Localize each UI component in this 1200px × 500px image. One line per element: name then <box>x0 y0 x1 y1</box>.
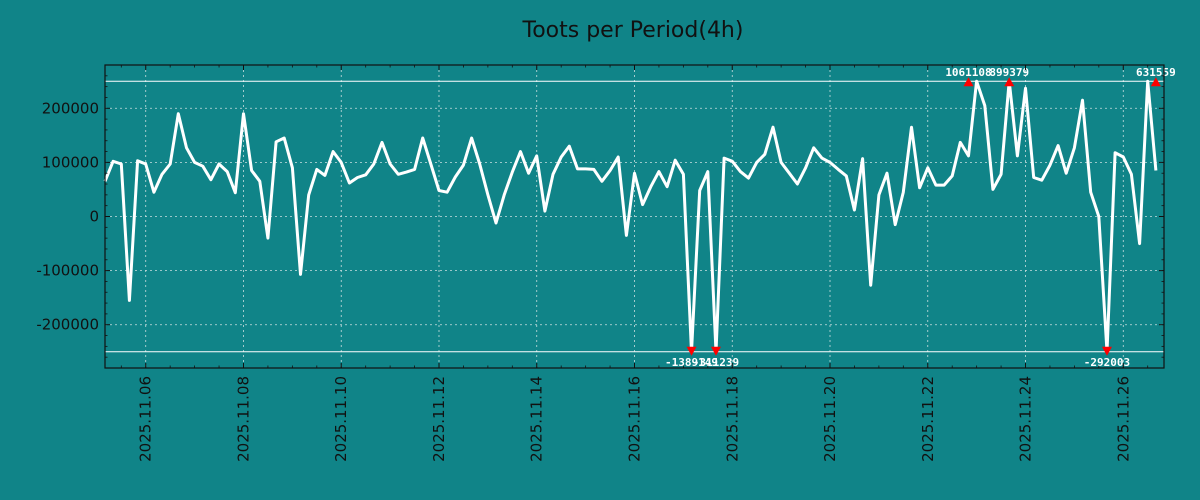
y-tick-label: 0 <box>89 208 99 226</box>
y-tick-label: 200000 <box>42 99 99 117</box>
x-tick-label: 2025.11.16 <box>626 376 644 462</box>
annotation-marker <box>1101 346 1112 356</box>
x-tick-label: 2025.11.18 <box>723 376 741 462</box>
x-axis: 2025.11.06 2025.11.08 2025.11.10 2025.11.12… <box>120 65 1149 462</box>
annotation-label: 631559 <box>1136 66 1176 79</box>
annotation-label: 1061108 <box>945 66 991 79</box>
annotation-label: 899379 <box>989 66 1029 79</box>
x-tick-label: 2025.11.06 <box>137 376 155 462</box>
y-axis: -200000 -100000 0 100000 200000 <box>36 75 1164 358</box>
annotation-label: -1389149 <box>665 356 718 369</box>
x-tick-label: 2025.11.26 <box>1114 376 1132 462</box>
x-tick-label: 2025.11.14 <box>528 376 546 462</box>
x-tick-label: 2025.11.22 <box>919 376 937 462</box>
annotation-marker <box>686 346 697 356</box>
y-tick-label: 100000 <box>42 153 99 171</box>
x-tick-label: 2025.11.08 <box>234 376 252 462</box>
series-line-toots <box>103 79 1158 354</box>
y-tick-label: -100000 <box>36 262 99 280</box>
annotation-marker <box>963 77 974 87</box>
annotation-marker <box>710 346 721 356</box>
x-tick-label: 2025.11.24 <box>1017 376 1035 462</box>
annotation-label: -311239 <box>693 356 739 369</box>
annotation-label: -292003 <box>1084 356 1130 369</box>
x-tick-label: 2025.11.10 <box>332 376 350 462</box>
grid <box>105 65 1164 368</box>
x-tick-label: 2025.11.12 <box>430 376 448 462</box>
annotation-marker <box>1150 77 1161 87</box>
clip-lines <box>105 80 1164 353</box>
x-tick-label: 2025.11.20 <box>821 376 839 462</box>
annotation-marker <box>1004 77 1015 87</box>
chart-title: Toots per Period(4h) <box>522 18 744 43</box>
y-tick-label: -200000 <box>36 316 99 334</box>
